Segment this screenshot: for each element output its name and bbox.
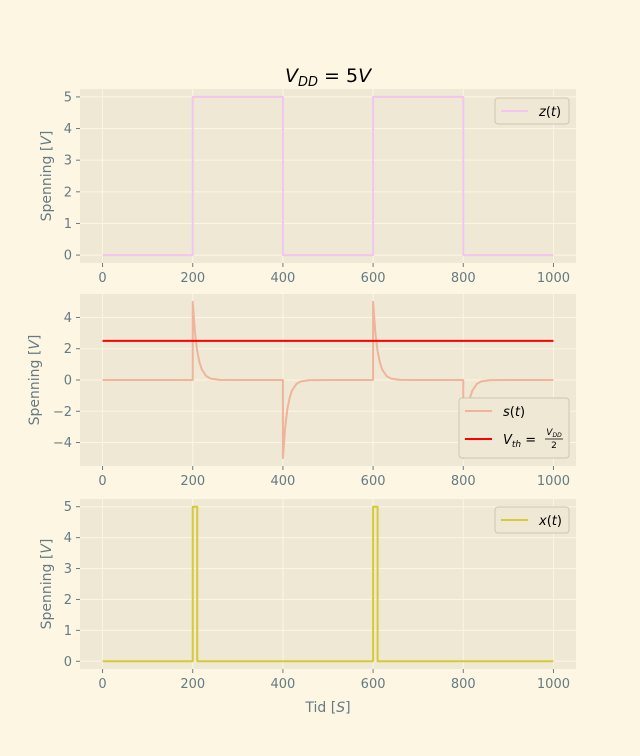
legend-var: x bbox=[538, 514, 547, 529]
label-part: Tid [ bbox=[304, 700, 336, 716]
y-axis-label: Spenning [V] bbox=[39, 539, 55, 630]
legend-var: z bbox=[538, 105, 547, 120]
label-unit: V bbox=[39, 543, 55, 554]
title-eq: = 5 bbox=[318, 65, 358, 87]
legend-paren: ( bbox=[510, 405, 515, 420]
plot-area bbox=[80, 499, 576, 669]
label-part: ] bbox=[39, 539, 55, 544]
y-tick-label: 1 bbox=[64, 217, 72, 232]
x-tick-label: 200 bbox=[180, 677, 205, 692]
legend-paren: ( bbox=[547, 514, 552, 529]
label-unit: S bbox=[336, 700, 345, 716]
x-tick-label: 600 bbox=[361, 677, 386, 692]
x-tick-label: 800 bbox=[451, 677, 476, 692]
x-tick-label: 600 bbox=[361, 474, 386, 489]
y-tick-label: 4 bbox=[64, 311, 72, 326]
plot-area bbox=[80, 89, 576, 263]
x-tick-label: 200 bbox=[180, 474, 205, 489]
x-tick-label: 400 bbox=[270, 271, 295, 286]
legend-var: V bbox=[503, 433, 513, 448]
y-axis-label: Spenning [V] bbox=[39, 131, 55, 222]
y-tick-label: 4 bbox=[64, 531, 72, 546]
series-line bbox=[102, 505, 554, 663]
legend-label: z(t) bbox=[538, 105, 561, 120]
label-part: ] bbox=[39, 131, 55, 136]
label-part: Spenning [ bbox=[39, 554, 55, 630]
legend-box bbox=[458, 397, 570, 459]
label-unit: V bbox=[27, 339, 43, 350]
y-tick-label: 0 bbox=[64, 249, 72, 264]
legend-label: s(t) bbox=[503, 405, 525, 420]
y-tick-label: 4 bbox=[64, 122, 72, 137]
legend-arg: t bbox=[551, 105, 557, 120]
legend-box bbox=[494, 506, 570, 534]
legend-box bbox=[494, 97, 570, 125]
y-tick-label: 5 bbox=[64, 90, 72, 105]
legend-arg: t bbox=[552, 514, 558, 529]
x-tick-label: 800 bbox=[451, 474, 476, 489]
title-sub: DD bbox=[298, 75, 318, 90]
title-unit: V bbox=[358, 65, 373, 87]
x-tick-label: 1000 bbox=[537, 271, 570, 286]
y-tick-label: 2 bbox=[64, 342, 72, 357]
label-part: ] bbox=[345, 700, 350, 716]
legend-paren: ) bbox=[520, 405, 525, 420]
x-tick-label: 200 bbox=[180, 271, 205, 286]
legend-label: Vth = bbox=[503, 433, 536, 450]
y-tick-label: 2 bbox=[64, 593, 72, 608]
y-tick-label: 1 bbox=[64, 624, 72, 639]
legend-arg: t bbox=[515, 405, 521, 420]
legend-sub: th bbox=[512, 440, 522, 450]
y-tick-label: 3 bbox=[64, 154, 72, 169]
x-tick-label: 400 bbox=[270, 474, 295, 489]
y-tick-label: 5 bbox=[64, 500, 72, 515]
x-tick-label: 0 bbox=[98, 271, 106, 286]
legend-frac-numerator: VDD bbox=[546, 428, 562, 439]
y-tick-label: 0 bbox=[64, 655, 72, 670]
x-tick-label: 800 bbox=[451, 271, 476, 286]
x-tick-label: 0 bbox=[98, 677, 106, 692]
legend-label: x(t) bbox=[538, 514, 562, 529]
x-tick-label: 1000 bbox=[537, 677, 570, 692]
x-tick-label: 400 bbox=[270, 677, 295, 692]
y-tick-label: −2 bbox=[53, 405, 72, 420]
y-tick-label: −4 bbox=[53, 436, 72, 451]
x-axis-label: Tid [S] bbox=[304, 700, 350, 716]
frac-num-var: V bbox=[546, 428, 553, 438]
legend-paren: ( bbox=[546, 105, 551, 120]
label-unit: V bbox=[39, 135, 55, 146]
legend-paren: ) bbox=[556, 105, 561, 120]
frac-num-sub: DD bbox=[552, 432, 562, 439]
chart-title: VDD = 5V bbox=[285, 65, 373, 90]
label-part: Spenning [ bbox=[39, 146, 55, 222]
legend-paren: ) bbox=[557, 514, 562, 529]
legend-eq: = bbox=[521, 433, 536, 448]
label-part: ] bbox=[27, 335, 43, 340]
title-main: V bbox=[285, 65, 300, 87]
series-line bbox=[102, 95, 554, 257]
y-tick-label: 2 bbox=[64, 185, 72, 200]
label-part: Spenning [ bbox=[27, 350, 43, 426]
y-tick-label: 3 bbox=[64, 562, 72, 577]
x-tick-label: 0 bbox=[98, 474, 106, 489]
y-tick-label: 0 bbox=[64, 374, 72, 389]
legend-var: s bbox=[503, 405, 510, 420]
legend-frac-denominator: 2 bbox=[551, 441, 557, 451]
y-axis-label: Spenning [V] bbox=[27, 335, 43, 426]
x-tick-label: 600 bbox=[361, 271, 386, 286]
x-tick-label: 1000 bbox=[537, 474, 570, 489]
